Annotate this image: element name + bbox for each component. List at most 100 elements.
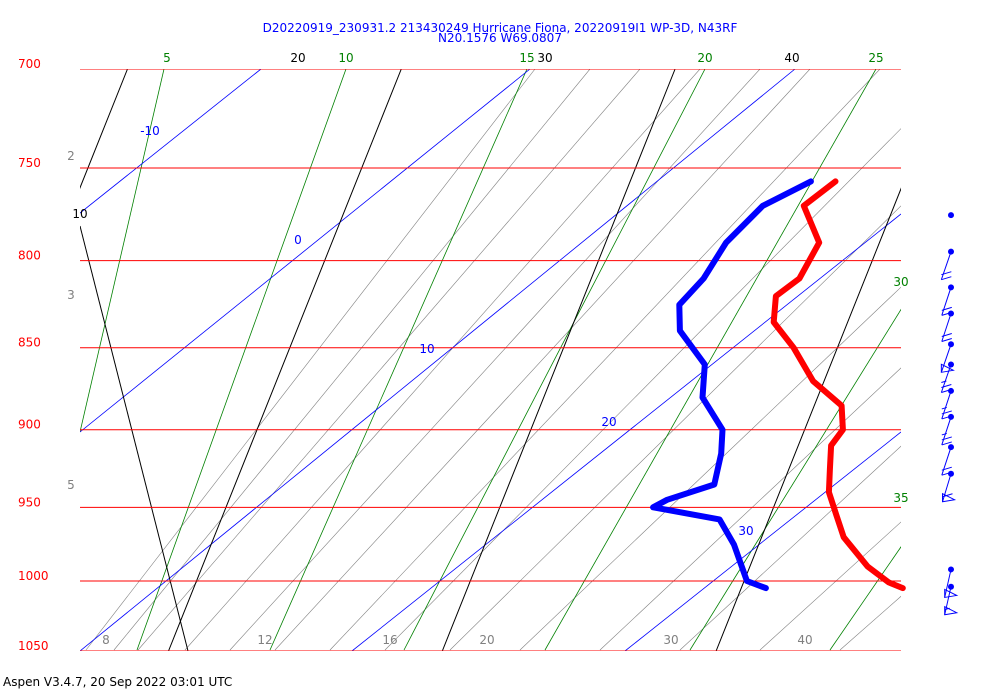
mixing-ratio-line (85, 69, 536, 651)
mixing-ratio-label: 40 (797, 633, 812, 647)
chart-subtitle-location: N20.1576 W69.0807 (438, 31, 562, 45)
wind-barb-full (941, 383, 952, 388)
wind-barb-staff (940, 251, 952, 280)
moist-adiabat-label: 30 (893, 275, 908, 289)
moist-adiabat-label: 5 (163, 51, 171, 65)
mixing-ratio-line (384, 128, 901, 651)
isotherm-line (715, 187, 901, 651)
dry-adiabat-line (624, 431, 901, 651)
isotherm-line (80, 69, 128, 190)
isotherm-label: 10 (72, 207, 87, 221)
mixing-ratio-label: 20 (479, 633, 494, 647)
wind-barb-half (941, 432, 947, 436)
moist-adiabat-line (544, 69, 877, 651)
pressure-tick-label: 900 (18, 418, 41, 432)
moist-adiabat-line (689, 308, 901, 651)
moist-adiabat-line (136, 69, 347, 651)
temperature-profile-line (770, 178, 906, 592)
wind-barb-staff (940, 364, 952, 393)
moist-adiabat-label: 15 (519, 51, 534, 65)
moist-adiabat-label: 20 (697, 51, 712, 65)
pressure-tick-label: 1000 (18, 569, 49, 583)
dry-adiabat-line (80, 69, 796, 651)
pressure-tick-label: 750 (18, 156, 41, 170)
isotherm-label: 40 (784, 51, 799, 65)
isotherm-label: 20 (290, 51, 305, 65)
mixing-ratio-label: 30 (663, 633, 678, 647)
wind-barb-staff (941, 287, 952, 316)
wind-barb-staff (941, 313, 952, 342)
plot-area (80, 69, 1000, 651)
wind-barb-full (941, 271, 952, 276)
isotherm-line (80, 225, 189, 651)
mixing-ratio-label: 8 (102, 633, 110, 647)
mixing-ratio-label: 3 (67, 288, 75, 302)
dry-adiabat-label: 20 (601, 415, 616, 429)
moist-adiabat-label: 25 (868, 51, 883, 65)
isotherm-line (441, 69, 676, 651)
wind-barb-staff (941, 447, 952, 476)
dry-adiabat-line (351, 213, 901, 651)
dry-adiabat-line (80, 69, 262, 214)
wind-barb-full (941, 436, 952, 441)
isotherm-line (168, 69, 402, 651)
isotherm-line (990, 69, 1000, 651)
moist-adiabat-line (403, 69, 706, 651)
mixing-ratio-line (113, 69, 591, 651)
wind-barb-full (941, 410, 952, 415)
wind-barb-dot (948, 212, 954, 219)
pressure-tick-label: 950 (18, 495, 41, 509)
pressure-tick-label: 1050 (18, 639, 49, 653)
dewpoint-profile-line (650, 178, 814, 592)
mixing-ratio-line (137, 69, 641, 651)
wind-barb-half (944, 607, 950, 611)
wind-barb-staff (942, 473, 952, 502)
wind-barb-full (941, 333, 952, 337)
wind-barb-pennant (942, 492, 957, 503)
wind-barb-pennant (944, 605, 959, 616)
dry-adiabat-label: 0 (294, 233, 302, 247)
mixing-ratio-line (184, 69, 701, 651)
footer-version-timestamp: Aspen V3.4.7, 20 Sep 2022 03:01 UTC (3, 675, 233, 689)
wind-barb-full (941, 306, 952, 311)
wind-barb-pennant (944, 588, 959, 599)
mixing-ratio-line (599, 367, 901, 651)
mixing-ratio-label: 12 (257, 633, 272, 647)
moist-adiabat-label: 35 (893, 491, 908, 505)
wind-barb-staff (944, 569, 952, 598)
wind-barb-half (941, 406, 947, 410)
mixing-ratio-line (519, 286, 901, 651)
mixing-ratio-line (679, 445, 901, 651)
moist-adiabat-line (80, 69, 165, 433)
moist-adiabat-line (829, 546, 901, 651)
mixing-ratio-line (759, 521, 901, 651)
chart-title: D20220919_230931.2 213430249 Hurricane F… (262, 21, 738, 35)
wind-barb-staff (941, 390, 952, 420)
dry-adiabat-line (80, 69, 531, 433)
wind-barb-pennant (940, 363, 955, 373)
mixing-ratio-line (449, 205, 901, 651)
wind-barb-half (941, 380, 947, 383)
wind-barb-full (941, 441, 952, 446)
wind-barb-full (941, 466, 952, 471)
pressure-tick-label: 800 (18, 249, 41, 263)
dry-adiabat-label: 30 (738, 524, 753, 538)
wind-barb-full (941, 276, 952, 281)
pressure-tick-label: 850 (18, 336, 41, 350)
moist-adiabat-label: 10 (338, 51, 353, 65)
mixing-ratio-label: 5 (67, 478, 75, 492)
pressure-tick-label: 700 (18, 57, 41, 71)
mixing-ratio-label: 2 (67, 149, 75, 163)
dry-adiabat-label: 10 (419, 342, 434, 356)
wind-barb-staff (940, 344, 952, 373)
wind-barb-full (941, 338, 952, 342)
wind-barb-staff (944, 586, 952, 615)
isotherm-label: 30 (537, 51, 552, 65)
mixing-ratio-label: 16 (382, 633, 397, 647)
mixing-ratio-line (274, 69, 811, 651)
wind-barb-staff (941, 416, 952, 446)
mixing-ratio-line (329, 69, 881, 651)
mixing-ratio-line (229, 69, 761, 651)
dry-adiabat-label: -10 (140, 124, 160, 138)
wind-barb-full (942, 493, 953, 498)
